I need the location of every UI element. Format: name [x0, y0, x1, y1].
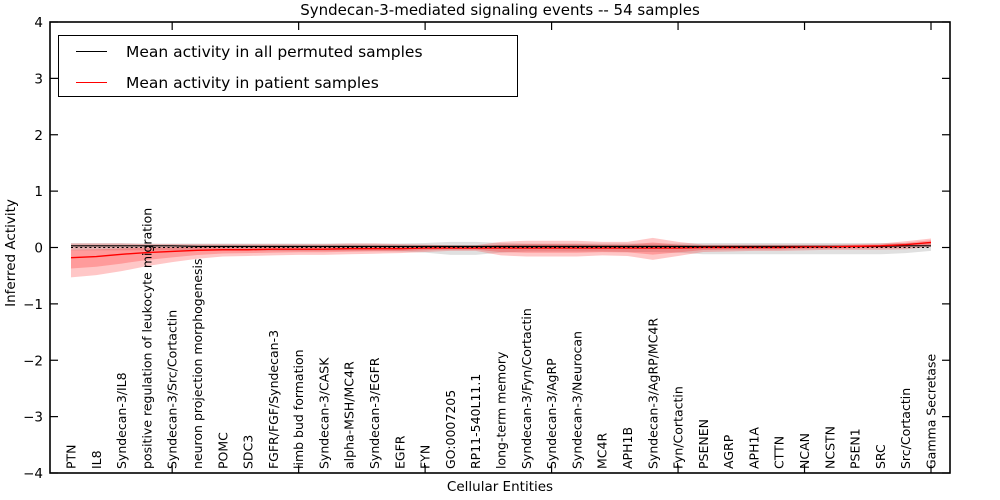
x-category-label: MC4R [595, 433, 610, 469]
x-category-label: limb bud formation [291, 349, 306, 469]
x-category-label: Syndecan-3/IL8 [114, 372, 129, 469]
x-category-label: Syndecan-3/AgRP/MC4R [645, 318, 660, 469]
legend-row-permuted: Mean activity in all permuted samples [59, 36, 517, 67]
x-category-label: RP11-540L11.1 [468, 374, 483, 469]
y-tick-label: 4 [34, 15, 43, 31]
x-axis-title: Cellular Entities [446, 479, 554, 495]
x-category-label: Syndecan-3/EGFR [367, 357, 382, 469]
x-category-label: FGFR/FGF/Syndecan-3 [266, 330, 281, 469]
x-category-label: positive regulation of leukocyte migrati… [139, 208, 154, 469]
permuted-line-swatch [76, 51, 107, 52]
x-category-label: Syndecan-3/Neurocan [569, 331, 584, 469]
x-category-label: Fyn/Cortactin [671, 386, 686, 469]
x-category-label: APH1A [746, 427, 761, 469]
y-tick-label: −1 [23, 297, 43, 313]
x-category-label: neuron projection morphogenesis [190, 258, 205, 469]
x-category-label: GO:0007205 [443, 390, 458, 469]
x-category-label: alpha-MSH/MC4R [342, 361, 357, 469]
x-category-label: long-term memory [494, 351, 509, 469]
y-tick-label: −2 [23, 353, 43, 369]
x-category-label: Syndecan-3/AgRP [544, 358, 559, 469]
legend-row-patient: Mean activity in patient samples [59, 67, 517, 98]
x-category-label: PSEN1 [848, 428, 863, 469]
x-category-label: AGRP [721, 434, 736, 469]
series-line-0 [71, 245, 931, 247]
y-tick-label: −3 [23, 410, 43, 426]
y-tick-label: 2 [34, 128, 43, 144]
x-category-label: PSENEN [696, 419, 711, 469]
legend-label-permuted: Mean activity in all permuted samples [126, 42, 423, 61]
x-category-label: SDC3 [241, 435, 256, 469]
chart-title: Syndecan-3-mediated signaling events -- … [300, 1, 700, 19]
plot-frame [49, 21, 951, 474]
series-line-1 [70, 241, 932, 259]
y-tick-label: 1 [34, 184, 43, 200]
x-category-label: EGFR [392, 435, 407, 469]
x-category-label: PTN [64, 444, 79, 469]
patient-line-swatch [76, 82, 107, 83]
x-category-label: POMC [215, 432, 230, 469]
x-category-label: Gamma Secretase [924, 354, 939, 469]
x-category-label: NCAN [797, 433, 812, 469]
x-category-label: SRC [873, 444, 888, 469]
x-category-label: Syndecan-3/Fyn/Cortactin [519, 308, 534, 469]
y-tick-label: −4 [23, 466, 43, 482]
legend-box: Mean activity in all permuted samples Me… [58, 35, 518, 97]
x-category-label: Syndecan-3/CASK [316, 357, 331, 469]
y-axis-title: Inferred Activity [3, 199, 19, 307]
x-category-label: APH1B [620, 427, 635, 469]
x-category-label: IL8 [89, 450, 104, 469]
x-category-label: FYN [418, 445, 433, 469]
x-category-label: Src/Cortactin [898, 388, 913, 469]
x-category-label: NCSTN [822, 426, 837, 469]
y-tick-label: 3 [34, 71, 43, 87]
x-category-label: Syndecan-3/Src/Cortactin [165, 310, 180, 469]
y-tick-label: 0 [34, 241, 43, 257]
x-category-label: CTTN [772, 436, 787, 469]
legend-label-patient: Mean activity in patient samples [126, 73, 379, 92]
